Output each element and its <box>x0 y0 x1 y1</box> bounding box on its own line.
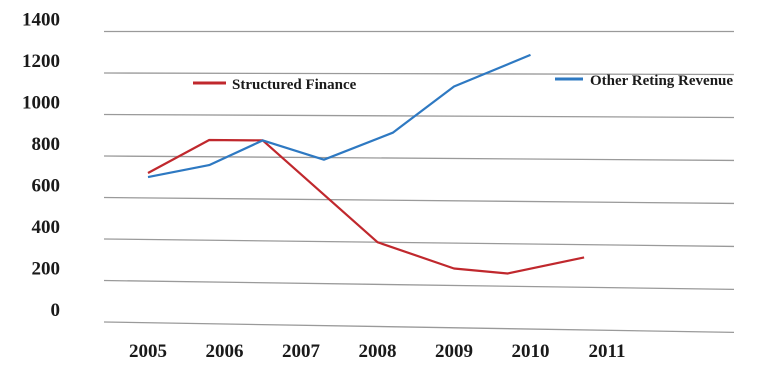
y-axis-tick-labels: 1400 1200 1000 800 600 400 200 0 <box>22 10 60 322</box>
series-line <box>147 53 531 179</box>
gridline <box>103 321 735 334</box>
x-tick-label: 2008 <box>359 341 397 362</box>
y-tick-label: 400 <box>32 217 61 238</box>
legend: Structured Finance Other Reting Revenue <box>193 73 733 93</box>
x-tick-label: 2009 <box>435 341 473 362</box>
x-tick-label: 2005 <box>129 341 167 362</box>
gridlines <box>103 30 735 334</box>
y-tick-label: 0 <box>51 300 61 321</box>
gridline <box>103 279 735 291</box>
x-tick-label: 2006 <box>206 341 244 362</box>
x-axis-tick-labels: 2005 2006 2007 2008 2009 2010 2011 <box>129 341 625 362</box>
legend-label: Other Reting Revenue <box>590 73 733 89</box>
y-tick-label: 200 <box>32 259 61 280</box>
x-tick-label: 2007 <box>282 341 321 362</box>
series-lines <box>147 53 585 275</box>
x-tick-label: 2011 <box>589 341 626 362</box>
gridline <box>103 238 735 248</box>
y-tick-label: 800 <box>32 134 61 155</box>
gridline <box>103 155 735 162</box>
y-tick-label: 1400 <box>22 10 60 31</box>
y-tick-label: 1200 <box>22 51 60 72</box>
y-tick-label: 1000 <box>22 93 60 114</box>
y-tick-label: 600 <box>32 176 61 197</box>
x-tick-label: 2010 <box>512 341 550 362</box>
series-line <box>147 138 585 275</box>
legend-label: Structured Finance <box>232 77 357 93</box>
gridline <box>103 113 735 119</box>
gridline <box>103 72 735 76</box>
gridline <box>103 196 735 205</box>
